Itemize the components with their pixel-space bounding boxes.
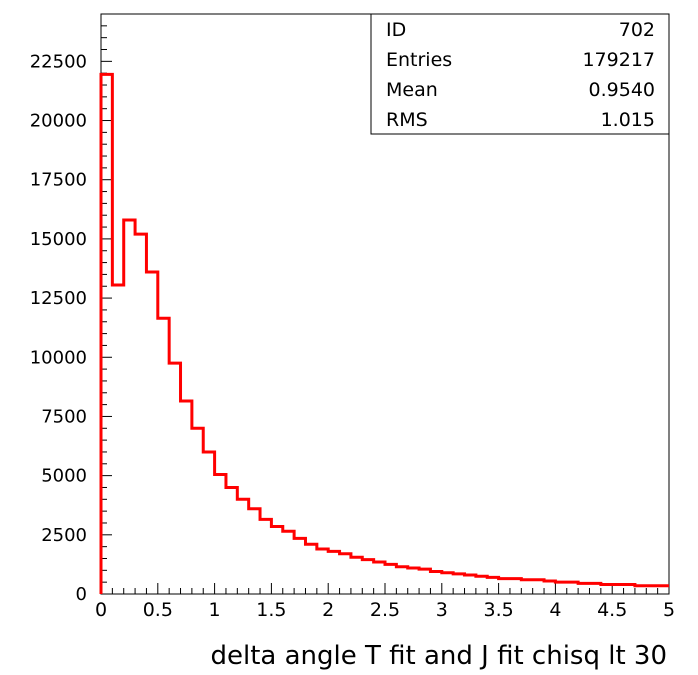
y-axis-ticks: 0 2500 5000 7500 10000 12500 15000 17500 20000 22… (30, 25, 112, 605)
x-tick-label: 2 (322, 599, 334, 621)
x-tick-label: 4 (549, 599, 561, 621)
x-tick-label: 3 (436, 599, 448, 621)
y-tick-label: 5000 (41, 466, 87, 487)
stats-label: Mean (386, 79, 438, 101)
stats-value: 702 (619, 19, 655, 41)
stats-label: ID (386, 19, 406, 41)
stats-box: ID 702 Entries 179217 Mean 0.9540 RMS 1.015 (370, 13, 670, 135)
x-tick-label: 1.5 (256, 599, 286, 621)
x-tick-label: 1 (209, 599, 221, 621)
y-tick-label: 22500 (30, 51, 87, 72)
y-tick-label: 17500 (30, 170, 87, 191)
stats-box-frame (370, 13, 670, 135)
x-axis-ticks: 0 0.5 1 1.5 2 2.5 3 3.5 4 4.5 5 (95, 583, 675, 621)
y-tick-label: 20000 (30, 111, 87, 132)
x-tick-label: 5 (663, 599, 675, 621)
y-tick-label: 0 (76, 584, 87, 605)
y-tick-label: 15000 (30, 229, 87, 250)
y-tick-label: 2500 (41, 525, 87, 546)
stats-label: Entries (386, 49, 452, 71)
x-tick-label: 0.5 (143, 599, 173, 621)
y-tick-label: 10000 (30, 347, 87, 368)
y-tick-label: 12500 (30, 288, 87, 309)
x-tick-label: 3.5 (483, 599, 513, 621)
stats-value: 179217 (582, 49, 655, 71)
y-tick-label: 7500 (41, 406, 87, 427)
x-tick-label: 0 (95, 599, 107, 621)
x-tick-label: 4.5 (597, 599, 627, 621)
x-axis-label: delta angle T fit and J fit chisq lt 30 (210, 641, 667, 671)
stats-label: RMS (386, 109, 428, 131)
histogram-series-line (99, 72, 669, 594)
stats-value: 0.9540 (589, 79, 655, 101)
stats-value: 1.015 (601, 109, 655, 131)
x-tick-label: 2.5 (370, 599, 400, 621)
